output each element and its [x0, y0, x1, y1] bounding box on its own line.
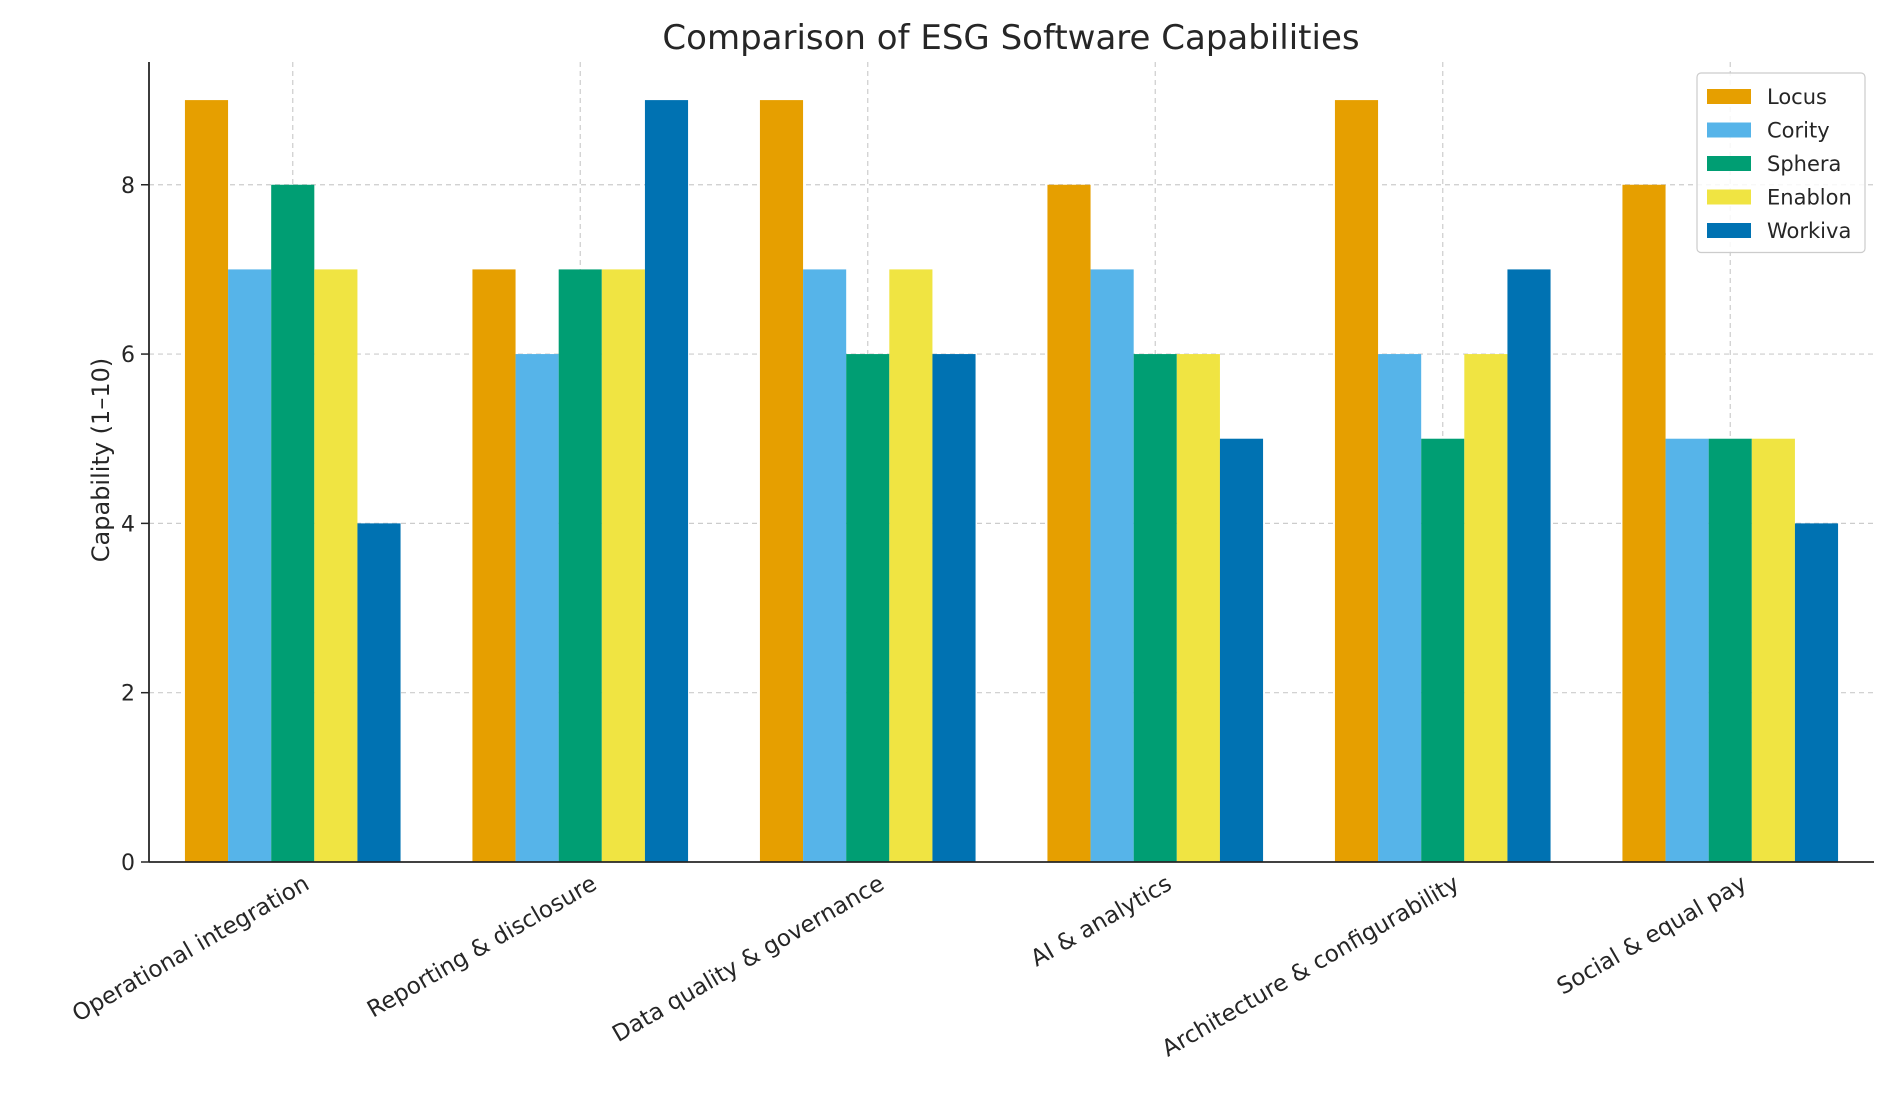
legend-label: Workiva	[1767, 219, 1851, 243]
bar-locus	[472, 269, 516, 862]
x-category-labels: Operational integration Reporting & discl…	[68, 871, 1751, 1063]
y-axis-title: Capability (1–10)	[87, 358, 115, 562]
legend-swatch-locus	[1707, 89, 1751, 104]
bar-sphera	[1708, 438, 1752, 862]
bar-locus	[759, 100, 804, 863]
bar-locus	[184, 100, 229, 863]
bar-cority	[228, 269, 272, 862]
y-tick-label: 4	[121, 512, 135, 537]
grid	[149, 62, 1874, 862]
bar-workiva	[1507, 269, 1551, 862]
bar-workiva	[1219, 438, 1264, 862]
y-ticks: 0 2 4 6 8	[121, 174, 149, 876]
legend-label: Locus	[1767, 85, 1827, 109]
bar-cority	[515, 354, 559, 862]
bar-locus	[1622, 184, 1666, 862]
x-category-label: Architecture & configurability	[1158, 871, 1464, 1063]
legend-label: Enablon	[1767, 186, 1852, 210]
bar-sphera	[846, 354, 890, 862]
bar-workiva	[1794, 523, 1839, 862]
y-tick-label: 2	[121, 682, 135, 707]
bars	[184, 100, 1839, 863]
bar-enablon	[1464, 354, 1508, 862]
x-category-label: Reporting & disclosure	[363, 871, 601, 1024]
bar-enablon	[314, 269, 358, 862]
legend-swatch-cority	[1707, 122, 1751, 138]
bar-workiva	[932, 354, 976, 862]
legend-label: Cority	[1767, 119, 1830, 143]
legend-swatch-enablon	[1707, 189, 1751, 205]
bar-cority	[803, 269, 847, 862]
bar-workiva	[357, 523, 401, 862]
bar-enablon	[601, 269, 645, 862]
y-tick-label: 8	[121, 174, 135, 199]
bar-cority	[1090, 269, 1134, 862]
legend-label: Sphera	[1767, 152, 1841, 176]
bar-enablon	[1751, 438, 1795, 862]
bar-cority	[1665, 438, 1709, 862]
y-tick-label: 6	[121, 343, 135, 368]
bar-sphera	[558, 269, 602, 862]
bar-locus	[1047, 184, 1091, 862]
x-category-label: Data quality & governance	[608, 871, 889, 1048]
x-category-label: Social & equal pay	[1553, 871, 1751, 1001]
y-tick-label: 0	[121, 851, 135, 876]
legend-frame	[1696, 72, 1866, 254]
legend-swatch-workiva	[1707, 223, 1751, 238]
bar-cority	[1378, 354, 1422, 862]
chart-title: Comparison of ESG Software Capabilities	[662, 18, 1359, 58]
legend-swatch-sphera	[1707, 156, 1751, 171]
axes	[148, 62, 1874, 863]
bar-workiva	[644, 100, 689, 863]
x-category-label: Operational integration	[68, 871, 314, 1028]
bar-enablon	[1176, 354, 1220, 862]
x-category-label: AI & analytics	[1027, 871, 1177, 972]
bar-sphera	[1133, 354, 1177, 862]
bar-enablon	[889, 269, 933, 862]
legend: Locus Cority Sphera Enablon Workiva	[1696, 72, 1866, 254]
bar-sphera	[1421, 438, 1465, 862]
bar-sphera	[271, 184, 315, 862]
bar-locus	[1334, 100, 1379, 863]
